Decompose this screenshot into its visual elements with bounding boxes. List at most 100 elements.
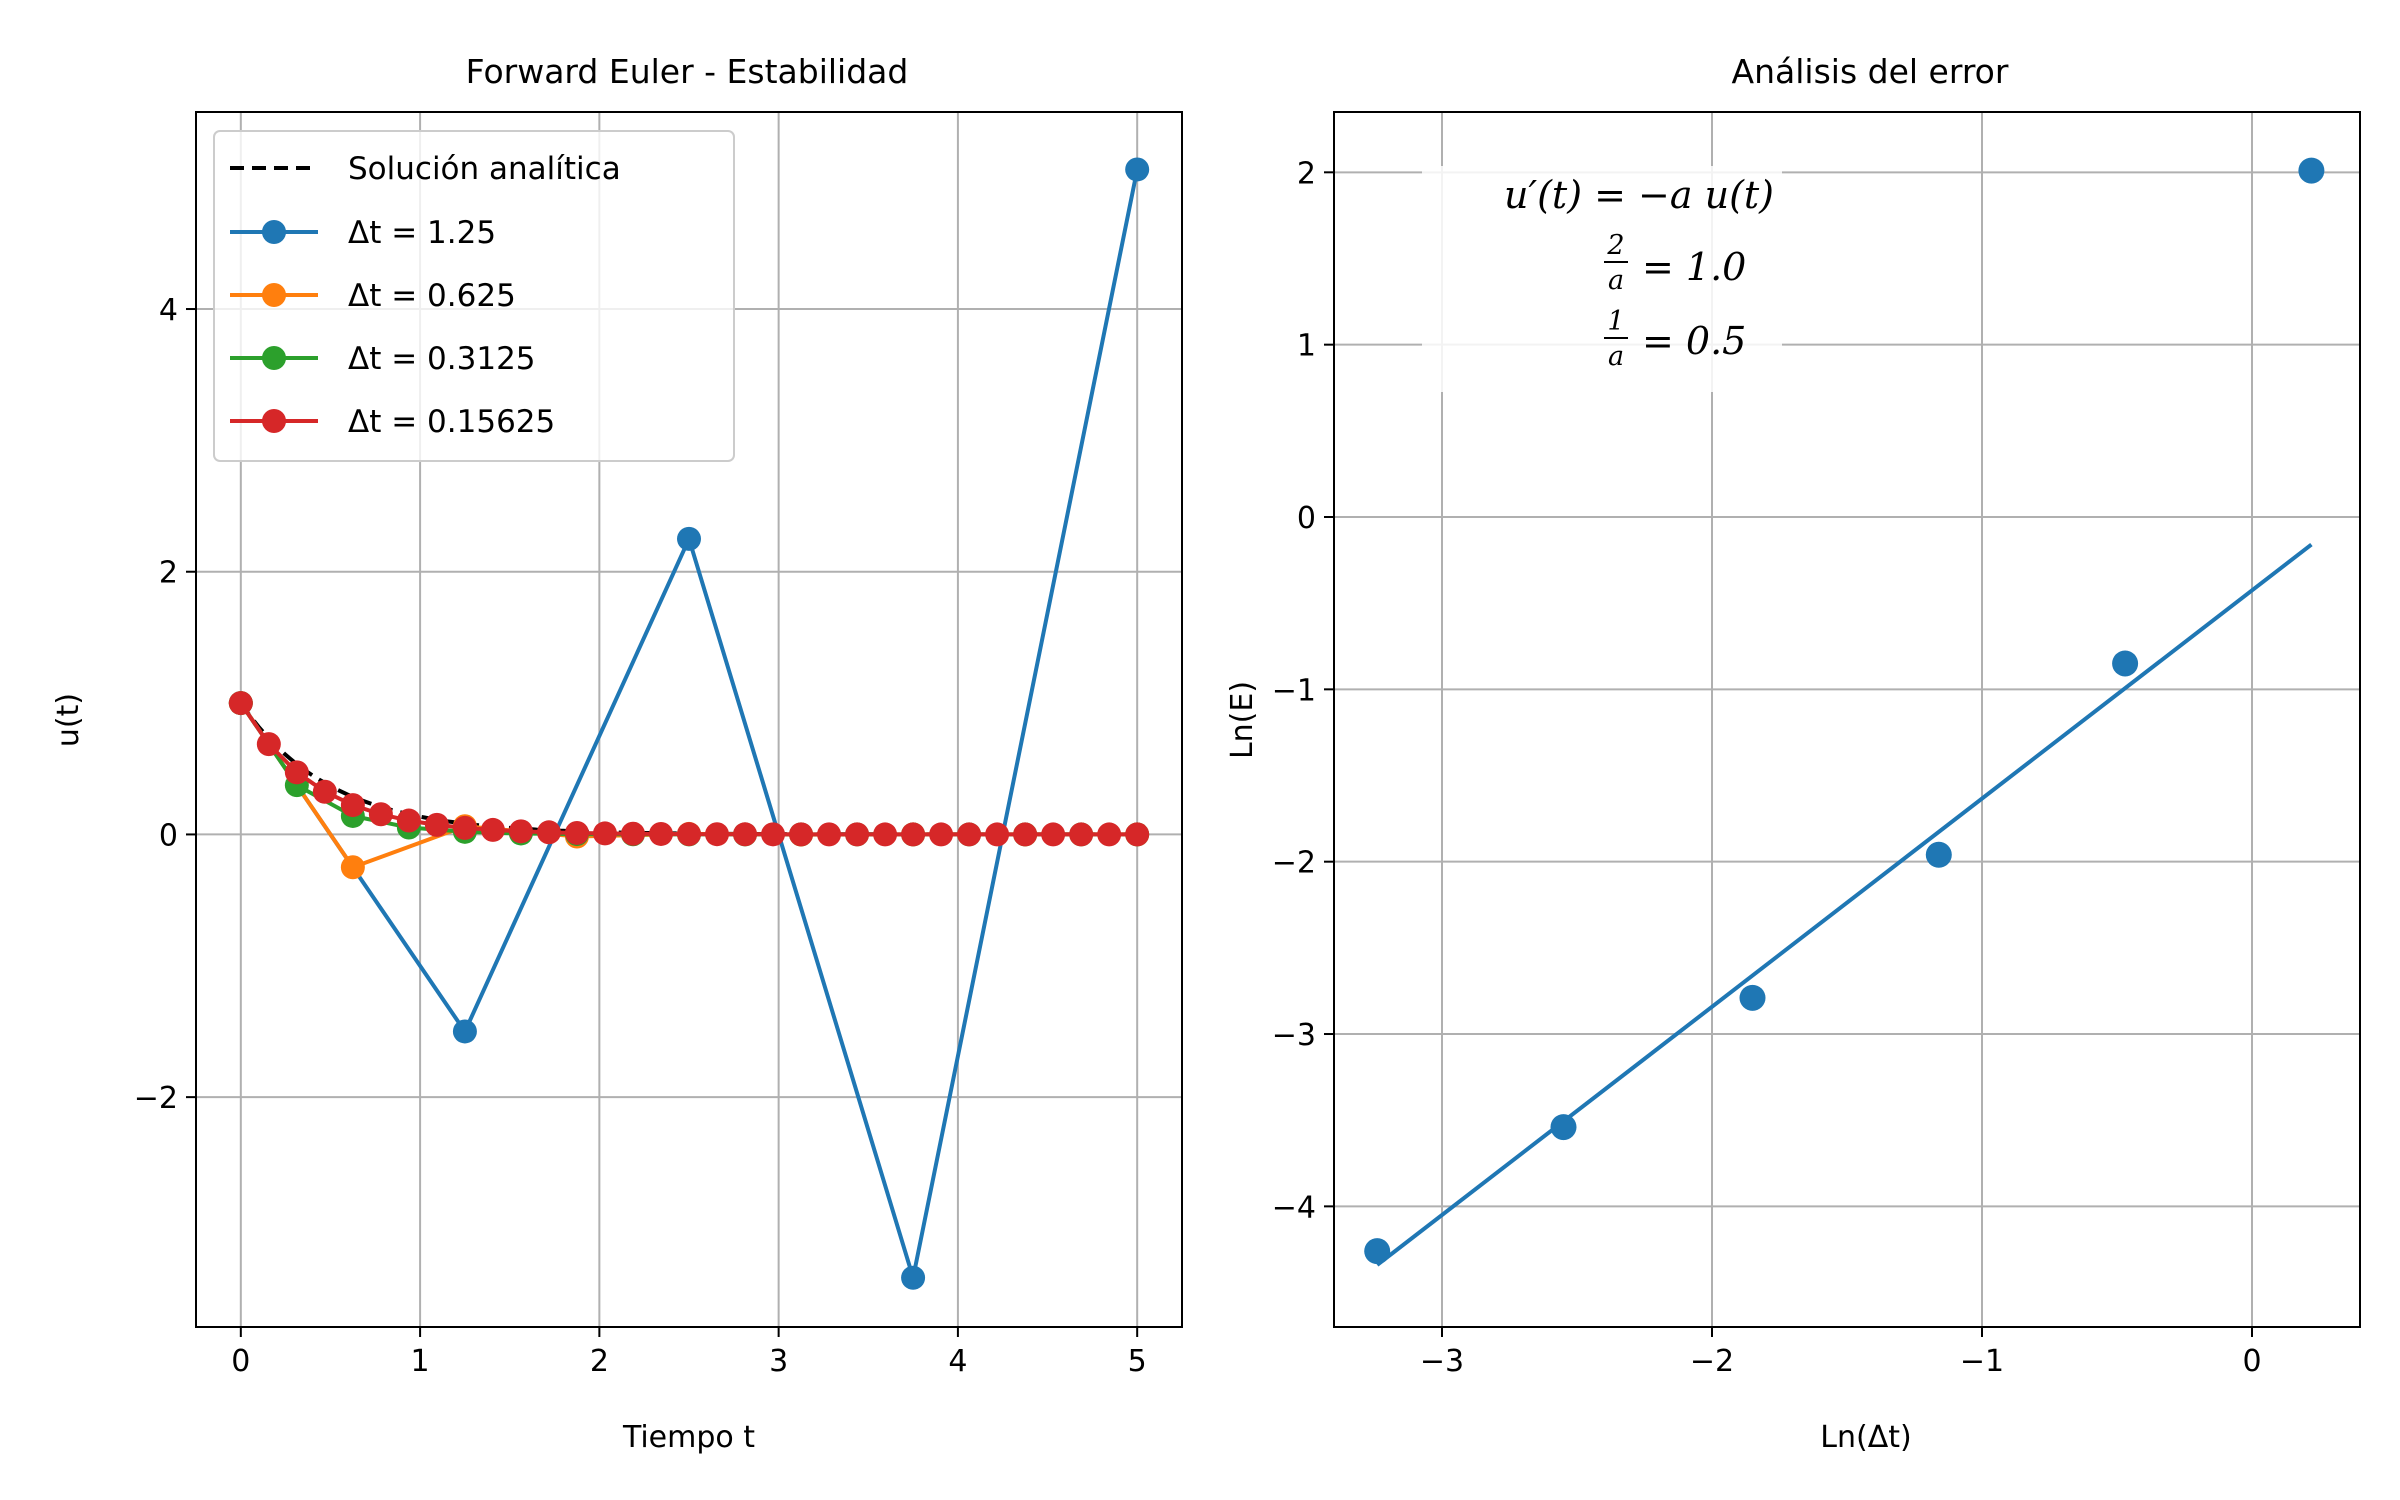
annotation-frac-2-num: 2 [1606,230,1624,261]
series-marker [873,822,898,847]
right-chart-title: Análisis del error [1732,52,2009,91]
left-y-tick-label: −2 [134,1081,178,1116]
series-marker [648,821,673,846]
annotation-value-2: = 1.0 [1642,245,1746,289]
right-x-tick-label: 0 [2242,1344,2261,1379]
series-marker [1125,157,1150,182]
error-chart: Análisis del error −3 −2 −1 0 −4 −3 −2 −1 0 1 2 Ln… [1225,52,2361,1455]
right-y-tick-label: −3 [1272,1018,1316,1053]
series-marker [1097,822,1122,847]
legend-label: Δt = 1.25 [348,215,496,251]
series-marker [901,1265,926,1290]
legend-swatch-marker [262,283,286,307]
series-marker [817,822,842,847]
series-marker [228,691,253,716]
legend-label: Δt = 0.15625 [348,404,555,440]
series-marker [733,822,758,847]
error-point [1739,984,1766,1011]
series-marker [845,822,870,847]
legend-swatch-marker [262,409,286,433]
left-chart-title: Forward Euler - Estabilidad [466,52,909,91]
legend: Solución analítica Δt = 1.25 Δt = 0.625 Δt… [213,130,735,462]
stability-chart: Forward Euler - Estabilidad 0 1 2 3 4 5−2024 … [51,52,1183,1455]
legend-label-analytic: Solución analítica [348,151,621,187]
right-x-tick-label: −1 [1960,1344,2004,1379]
left-ticks: 0 1 2 3 4 5 −2 0 2 4 [134,293,1147,1379]
series-marker [1069,822,1094,847]
right-y-tick-label: −2 [1272,846,1316,881]
series-marker [340,855,365,880]
series-marker [284,760,309,785]
error-point [2112,650,2139,677]
series-3 [228,691,1150,847]
series-marker [1013,822,1038,847]
series-marker [396,808,421,833]
right-y-tick-label: 2 [1297,156,1316,191]
right-plot-frame [1333,111,2361,1328]
series-marker [957,822,982,847]
error-point [2298,157,2325,184]
legend-swatch-marker [262,220,286,244]
series-marker [424,812,449,837]
right-x-axis-label: Ln(Δt) [1820,1420,1911,1455]
right-y-axis-label: Ln(E) [1225,681,1260,759]
left-x-axis-label: Tiempo t [622,1420,755,1455]
series-marker [1125,822,1150,847]
series-marker [789,822,814,847]
series-marker [256,732,281,757]
left-y-tick-label: 2 [159,556,178,591]
left-x-tick-label: 4 [948,1344,967,1379]
left-x-tick-label: 5 [1128,1344,1147,1379]
annotation-box [1422,166,1782,392]
right-x-tick-label: −2 [1690,1344,1734,1379]
right-series [1364,157,2325,1267]
series-marker [508,819,533,844]
series-marker [985,822,1010,847]
error-point [1550,1114,1577,1141]
series-marker [452,815,477,840]
legend-label: Δt = 0.3125 [348,341,536,377]
series-marker [761,822,786,847]
left-x-tick-label: 2 [590,1344,609,1379]
right-ticks: −3 −2 −1 0 −4 −3 −2 −1 0 1 2 [1272,156,2262,1379]
error-point [1925,841,1952,868]
fit-line [1375,542,2313,1267]
series-marker [929,822,954,847]
annotation-equation: u′(t) = −a u(t) [1504,173,1774,217]
right-y-tick-label: −4 [1272,1190,1316,1225]
series-marker [452,1019,477,1044]
annotation-frac-1-num: 1 [1607,306,1624,337]
series-marker [677,822,701,847]
series-marker [901,822,926,847]
series-marker [620,821,645,846]
legend-box [213,130,735,462]
series-marker [312,779,337,804]
error-point [1364,1238,1391,1265]
series-marker [1041,822,1066,847]
series-marker [340,793,365,818]
right-y-tick-label: −1 [1272,673,1316,708]
left-x-tick-label: 3 [769,1344,788,1379]
annotation-value-1: = 0.5 [1642,319,1746,363]
left-x-tick-label: 0 [231,1344,250,1379]
left-plot-frame [195,111,1183,1328]
left-y-tick-label: 4 [159,293,178,328]
left-y-axis-label: u(t) [51,693,86,747]
right-y-tick-label: 0 [1297,501,1316,536]
equation-annotation: u′(t) = −a u(t) 2 a = 1.0 1 a = 0.5 [1422,166,1782,392]
series-marker [677,526,701,551]
legend-swatch-marker [262,346,286,370]
left-series [228,157,1150,1290]
series-marker [564,820,589,845]
legend-label: Δt = 0.625 [348,278,516,314]
series-marker [592,821,617,846]
right-y-tick-label: 1 [1297,329,1316,364]
left-x-tick-label: 1 [411,1344,430,1379]
annotation-frac-2-den: a [1608,265,1624,296]
series-marker [705,822,730,847]
series-marker [480,817,505,842]
right-x-tick-label: −3 [1420,1344,1464,1379]
left-y-tick-label: 0 [159,818,178,853]
series-marker [536,820,561,845]
